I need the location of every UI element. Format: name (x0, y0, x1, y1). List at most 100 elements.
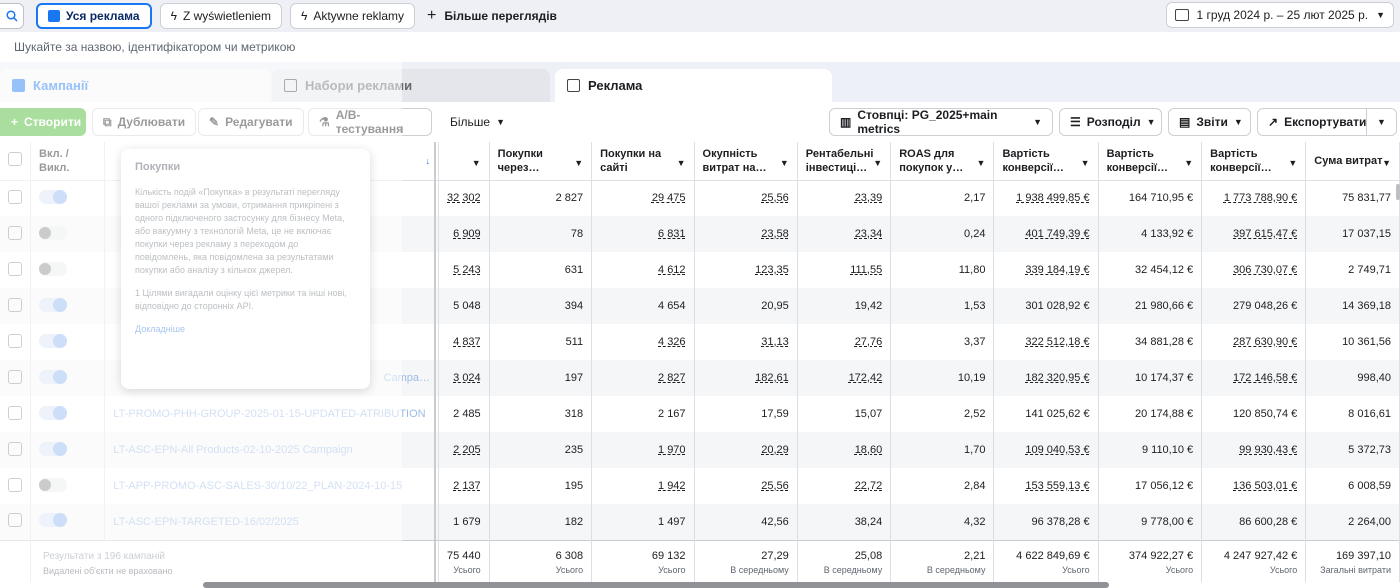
cell-roi[interactable]: 23,34 (797, 216, 892, 252)
more-views-button[interactable]: + Більше переглядів (427, 7, 557, 25)
cell-purchases[interactable]: 3 024 (438, 360, 490, 396)
cell-cv1[interactable]: 339 184,19 € (993, 252, 1099, 288)
cell-site[interactable]: 4 612 (591, 252, 695, 288)
cell-ros[interactable]: 25,56 (694, 180, 798, 216)
duplicate-button[interactable]: ⧉ Дублювати (92, 108, 197, 136)
delivery-toggle[interactable] (30, 216, 106, 252)
cell-ros[interactable]: 25,56 (694, 468, 798, 504)
delivery-toggle[interactable] (30, 396, 106, 432)
header-conv-value-1[interactable]: Вартість конверсії… ▼ (993, 142, 1099, 181)
cell-purchases[interactable]: 6 909 (438, 216, 490, 252)
delivery-toggle[interactable] (30, 324, 106, 360)
cell-purchases[interactable]: 2 137 (438, 468, 490, 504)
row-checkbox[interactable] (0, 252, 31, 288)
select-all-checkbox[interactable] (0, 142, 31, 181)
delivery-toggle[interactable] (30, 432, 106, 468)
search-input[interactable]: Шукайте за назвою, ідентифікатором чи ме… (0, 32, 1400, 62)
table-row[interactable]: LT-ASC-EPN-TARGETED-16/02/2025 1 679 182 1 … (0, 504, 1400, 540)
campaign-name-cell[interactable]: LT-APP-PROMO-ASC-SALES-30/10/22_PLAN-202… (104, 468, 440, 504)
edit-button[interactable]: ✎ Редагувати (198, 108, 304, 136)
date-range-picker[interactable]: 1 груд 2024 р. – 25 лют 2025 р. ▼ (1165, 2, 1394, 28)
export-menu-chevron-down-icon[interactable]: ▼ (1366, 109, 1396, 135)
row-checkbox[interactable] (0, 504, 31, 540)
cell-roi[interactable]: 22,72 (797, 468, 892, 504)
more-button[interactable]: Більше ▼ (440, 108, 516, 136)
delivery-toggle[interactable] (30, 180, 106, 216)
columns-button[interactable]: ▥ Стовпці: PG_2025+main metrics ▼ (829, 108, 1053, 136)
cell-roi[interactable]: 23,39 (797, 180, 892, 216)
tooltip-learn-more-link[interactable]: Докладніше (135, 324, 185, 334)
delivery-toggle[interactable] (30, 504, 106, 540)
tab-ad-sets[interactable]: Набори реклами (272, 69, 550, 102)
cell-cv3[interactable]: 287 630,90 € (1201, 324, 1307, 360)
cell-roi[interactable]: 111,55 (797, 252, 892, 288)
sort-desc-icon[interactable]: ↓ (425, 156, 431, 166)
cell-purchases[interactable]: 2 205 (438, 432, 490, 468)
campaign-name-cell[interactable]: LT-PROMO-PHH-GROUP-2025-01-15-UPDATED-AT… (104, 396, 440, 432)
header-conv-value-2[interactable]: Вартість конверсії… ▼ (1098, 142, 1203, 181)
cell-site[interactable]: 4 326 (591, 324, 695, 360)
cell-roi[interactable]: 172,42 (797, 360, 892, 396)
cell-cv3[interactable]: 136 503,01 € (1201, 468, 1307, 504)
cell-ros[interactable]: 123,35 (694, 252, 798, 288)
row-checkbox[interactable] (0, 360, 31, 396)
row-checkbox[interactable] (0, 288, 31, 324)
view-active-ads[interactable]: ϟ Aktywne reklamy (289, 3, 416, 29)
cell-purchases[interactable]: 32 302 (438, 180, 490, 216)
cell-cv3[interactable]: 397 615,47 € (1201, 216, 1307, 252)
create-button[interactable]: + Створити (0, 108, 86, 136)
ab-test-button[interactable]: ⚗ A/B-тестування (308, 108, 432, 136)
header-conv-value-3[interactable]: Вартість конверсії… ▼ (1201, 142, 1307, 181)
cell-ros[interactable]: 31,13 (694, 324, 798, 360)
campaign-name-link[interactable]: LT-ASC-EPN-TARGETED-16/02/2025 (113, 515, 299, 528)
delivery-toggle[interactable] (30, 288, 106, 324)
cell-site[interactable]: 2 827 (591, 360, 695, 396)
cell-roi[interactable]: 27,76 (797, 324, 892, 360)
header-return-on-spend[interactable]: Окупність витрат на… ▼ (694, 142, 798, 181)
campaign-name-link[interactable]: LT-PROMO-PHH-GROUP-2025-01-15-UPDATED-AT… (113, 408, 426, 420)
search-icon[interactable] (0, 3, 24, 29)
row-checkbox[interactable] (0, 432, 31, 468)
campaign-name-cell[interactable]: LT-ASC-EPN-All Products-02-10-2025 Campa… (104, 432, 440, 468)
breakdown-button[interactable]: ☰ Розподіл ▼ (1059, 108, 1162, 136)
campaign-name-cell[interactable]: LT-ASC-EPN-TARGETED-16/02/2025 (104, 504, 440, 540)
tab-campaigns[interactable]: Кампанії (0, 69, 270, 102)
delivery-toggle[interactable] (30, 360, 106, 396)
cell-cv3[interactable]: 306 730,07 € (1201, 252, 1307, 288)
header-purchases[interactable]: ▼ (438, 142, 490, 181)
table-row[interactable]: LT-APP-PROMO-ASC-SALES-30/10/22_PLAN-202… (0, 468, 1400, 504)
export-button[interactable]: ↗ Експортувати ▼ (1257, 108, 1397, 136)
row-checkbox[interactable] (0, 396, 31, 432)
horizontal-scrollbar[interactable] (203, 582, 1109, 588)
chevron-down-icon[interactable]: ▼ (471, 158, 481, 168)
cell-cv3[interactable]: 1 773 788,90 € (1201, 180, 1307, 216)
header-purchases-site[interactable]: Покупки на сайті ▼ (591, 142, 695, 181)
row-checkbox[interactable] (0, 216, 31, 252)
cell-ros[interactable]: 20,29 (694, 432, 798, 468)
cell-cv1[interactable]: 182 320,95 € (993, 360, 1099, 396)
row-checkbox[interactable] (0, 180, 31, 216)
cell-cv1[interactable]: 322 512,18 € (993, 324, 1099, 360)
table-row[interactable]: LT-ASC-EPN-All Products-02-10-2025 Campa… (0, 432, 1400, 468)
cell-cv1[interactable]: 153 559,13 € (993, 468, 1099, 504)
cell-site[interactable]: 1 942 (591, 468, 695, 504)
cell-ros[interactable]: 23,58 (694, 216, 798, 252)
cell-purchases[interactable]: 5 243 (438, 252, 490, 288)
header-purchases-through[interactable]: Покупки через… ▼ (489, 142, 593, 181)
header-roi[interactable]: Рентабельні інвестиці… ▼ (797, 142, 892, 181)
campaign-name-link[interactable]: Campa… (383, 372, 431, 384)
header-roas[interactable]: ROAS для покупок у… ▼ (890, 142, 995, 181)
cell-purchases[interactable]: 4 837 (438, 324, 490, 360)
campaign-name-link[interactable]: LT-APP-PROMO-ASC-SALES-30/10/22_PLAN-202… (113, 480, 403, 492)
table-row[interactable]: LT-PROMO-PHH-GROUP-2025-01-15-UPDATED-AT… (0, 396, 1400, 432)
view-all-ads[interactable]: Уся реклама (36, 3, 152, 29)
header-delivery[interactable]: Вкл. / Викл. (30, 142, 106, 181)
cell-cv3[interactable]: 172 146,58 € (1201, 360, 1307, 396)
row-checkbox[interactable] (0, 468, 31, 504)
cell-roi[interactable]: 18,60 (797, 432, 892, 468)
delivery-toggle[interactable] (30, 468, 106, 504)
reports-button[interactable]: ▤ Звіти ▼ (1168, 108, 1251, 136)
cell-site[interactable]: 29 475 (591, 180, 695, 216)
view-with-impressions[interactable]: ϟ Z wyświetleniem (159, 3, 282, 29)
tab-ads[interactable]: Реклама (555, 69, 832, 102)
